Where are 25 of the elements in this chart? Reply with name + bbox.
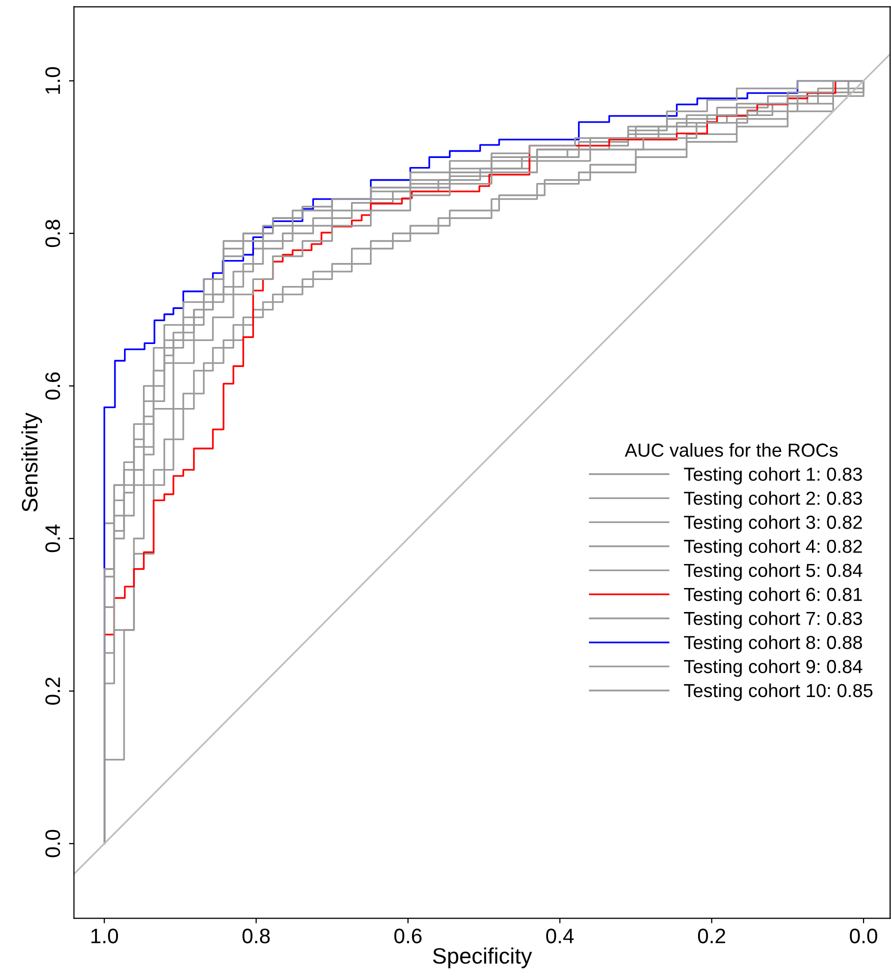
y-tick-label: 0.4	[45, 524, 60, 552]
x-tick-label: 0.6	[394, 928, 422, 944]
x-tick-label: 0.4	[546, 928, 574, 944]
legend-label: Testing cohort 9: 0.84	[684, 659, 862, 677]
legend-label: Testing cohort 1: 0.83	[684, 467, 862, 485]
x-tick-label: 0.8	[242, 928, 270, 944]
y-axis-title: Sensitivity	[21, 412, 42, 512]
legend-label: Testing cohort 4: 0.82	[684, 539, 862, 557]
y-tick-label: 0.0	[45, 830, 60, 858]
y-tick-label: 0.6	[45, 372, 60, 400]
y-tick-label: 1.0	[45, 67, 60, 94]
legend-label: Testing cohort 2: 0.83	[684, 491, 862, 509]
x-axis-title: Specificity	[433, 947, 532, 968]
y-tick-label: 0.2	[45, 678, 60, 705]
legend-label: Testing cohort 6: 0.81	[684, 587, 862, 605]
legend-label: Testing cohort 3: 0.82	[684, 515, 862, 533]
y-tick-label: 0.8	[45, 220, 60, 248]
legend-title: AUC values for the ROCs	[624, 443, 838, 457]
legend-label: Testing cohort 10: 0.85	[684, 683, 872, 701]
x-tick-label: 0.2	[698, 928, 726, 944]
legend-label: Testing cohort 8: 0.88	[684, 635, 862, 653]
legend-label: Testing cohort 7: 0.83	[684, 611, 862, 629]
x-tick-label: 0.0	[850, 928, 878, 944]
x-tick-label: 1.0	[91, 928, 118, 944]
legend-label: Testing cohort 5: 0.84	[684, 563, 862, 581]
